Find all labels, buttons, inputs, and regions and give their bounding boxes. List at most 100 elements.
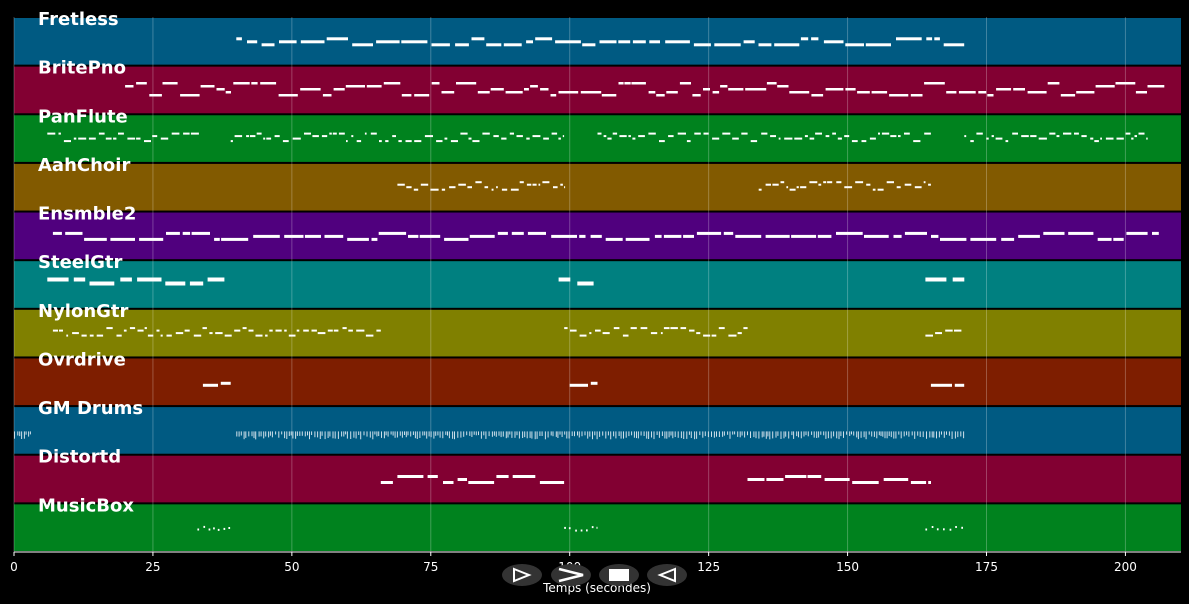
note [52,329,58,332]
note [1125,132,1131,135]
note [472,140,480,143]
note [886,431,888,439]
note [333,329,339,332]
note [686,140,691,143]
note [636,431,637,439]
note [383,82,401,85]
note [890,135,897,138]
note [970,237,997,241]
note [564,327,568,330]
note [601,94,617,97]
note [718,327,725,330]
note [1105,137,1114,140]
note [1152,231,1159,235]
note [943,528,945,531]
note [200,85,215,88]
rewind-button[interactable] [647,564,687,586]
note [789,188,796,191]
note [728,334,737,337]
note [739,431,741,438]
note [638,135,645,138]
note [904,183,912,186]
note [401,40,428,44]
note [823,431,825,436]
note [486,43,502,47]
note [454,431,455,440]
note [496,186,498,189]
note [248,431,250,437]
note [509,132,514,135]
note [765,183,771,186]
note [761,431,763,438]
note [266,137,272,140]
note [245,431,247,438]
note [321,135,328,138]
note [767,431,769,437]
note [307,431,308,436]
note [807,431,809,437]
note [304,431,306,437]
note [683,431,685,439]
note [338,132,345,135]
stop-button[interactable] [599,564,639,586]
note [345,85,365,88]
note [904,132,910,135]
note [317,332,326,335]
note [580,529,583,532]
note [631,82,646,85]
note [720,85,728,88]
note [596,431,598,440]
track-lane-nylongtr [14,309,1181,357]
note [166,231,180,235]
note [118,132,124,135]
note [716,431,717,437]
note [281,431,283,435]
note [744,431,746,438]
note [347,237,369,241]
note [562,135,565,138]
note [763,431,765,437]
note [747,478,765,481]
note [258,431,260,437]
note [350,431,352,439]
note [466,431,468,436]
note [369,431,371,438]
note [558,91,579,94]
note [284,234,304,238]
note [1027,91,1047,94]
note [589,431,591,437]
note [660,332,663,335]
note [579,334,587,337]
note [659,140,665,143]
note [888,431,890,436]
note [309,431,310,440]
note [852,481,879,484]
note [511,431,513,438]
play-from-start-button[interactable] [502,564,542,586]
note [213,527,215,530]
button-background [551,564,591,586]
note [845,43,864,47]
track-label: PanFlute [38,106,128,127]
note [304,132,311,135]
note [404,431,405,435]
note [376,40,400,44]
note [670,327,678,330]
note [587,431,589,439]
note [882,431,884,437]
note [184,329,190,332]
note [737,332,742,335]
note [217,528,220,531]
track-lane-aahchoir [14,163,1181,211]
note [256,132,262,135]
note [931,431,933,438]
note [596,526,598,529]
note [728,88,744,91]
transport-controls [502,564,687,586]
note [260,82,277,85]
note [758,43,772,47]
note [747,431,748,436]
note [898,135,901,138]
play-button[interactable] [551,564,591,586]
note [460,132,468,135]
